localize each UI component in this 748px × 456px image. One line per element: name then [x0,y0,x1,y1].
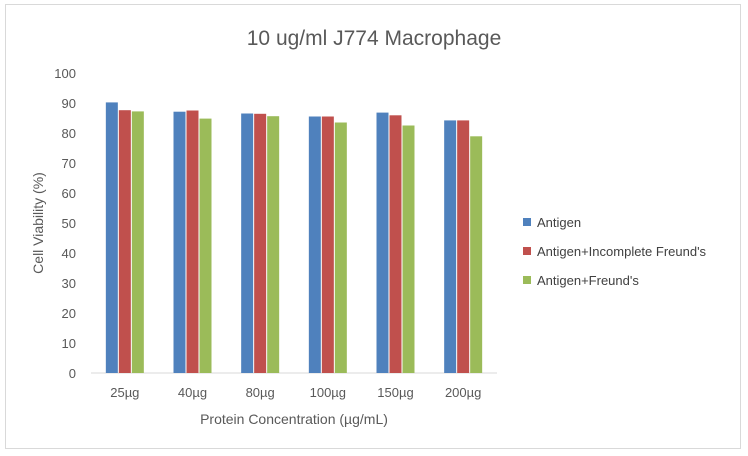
y-tick-label: 50 [62,216,76,231]
bar [105,102,118,374]
bar [308,116,321,373]
y-tick-label: 60 [62,186,76,201]
legend-swatch [523,247,531,255]
bar [254,113,267,374]
bar [470,136,483,373]
chart-title: 10 ug/ml J774 Macrophage [247,27,502,50]
bar [376,112,389,373]
bar [173,111,186,373]
legend-label: Antigen+Incomplete Freund's [537,244,707,259]
y-tick-label: 10 [62,336,76,351]
x-axis-title: Protein Concentration (µg/mL) [200,411,388,427]
x-tick-labels: 25µg 40µg 80µg 100µg 150µg 200µg [110,385,481,400]
legend-label: Antigen [537,215,581,230]
x-tick-label: 200µg [445,385,481,400]
bar [444,120,457,374]
bar [402,125,415,373]
legend-swatch [523,276,531,284]
bar-chart: 10 ug/ml J774 Macrophage Protein Concent… [30,27,707,427]
bar [389,115,402,374]
y-axis-title: Cell Viability (%) [30,172,46,274]
bar-series-group [105,102,483,374]
legend-label: Antigen+Freund's [537,273,639,288]
x-tick-label: 25µg [110,385,139,400]
bar [199,118,212,373]
y-tick-label: 90 [62,96,76,111]
bar [186,110,199,373]
y-tick-label: 0 [69,366,76,381]
x-tick-label: 80µg [246,385,275,400]
chart-frame: 10 ug/ml J774 Macrophage Protein Concent… [5,4,741,449]
x-tick-label: 100µg [310,385,346,400]
x-tick-label: 150µg [377,385,413,400]
bar [267,116,280,373]
legend-swatch [523,218,531,226]
bar [321,116,334,373]
y-tick-label: 20 [62,306,76,321]
legend: Antigen Antigen+Incomplete Freund's Antige… [523,215,707,288]
y-tick-label: 80 [62,126,76,141]
x-tick-label: 40µg [178,385,207,400]
bar [334,122,347,373]
bar [457,120,470,374]
y-tick-label: 100 [54,66,76,81]
y-tick-labels: 0 10 20 30 40 50 60 70 80 90 100 [54,66,76,381]
y-tick-label: 30 [62,276,76,291]
bar [118,110,131,373]
y-tick-label: 70 [62,156,76,171]
bar [241,113,254,373]
bar [131,111,144,374]
y-tick-label: 40 [62,246,76,261]
